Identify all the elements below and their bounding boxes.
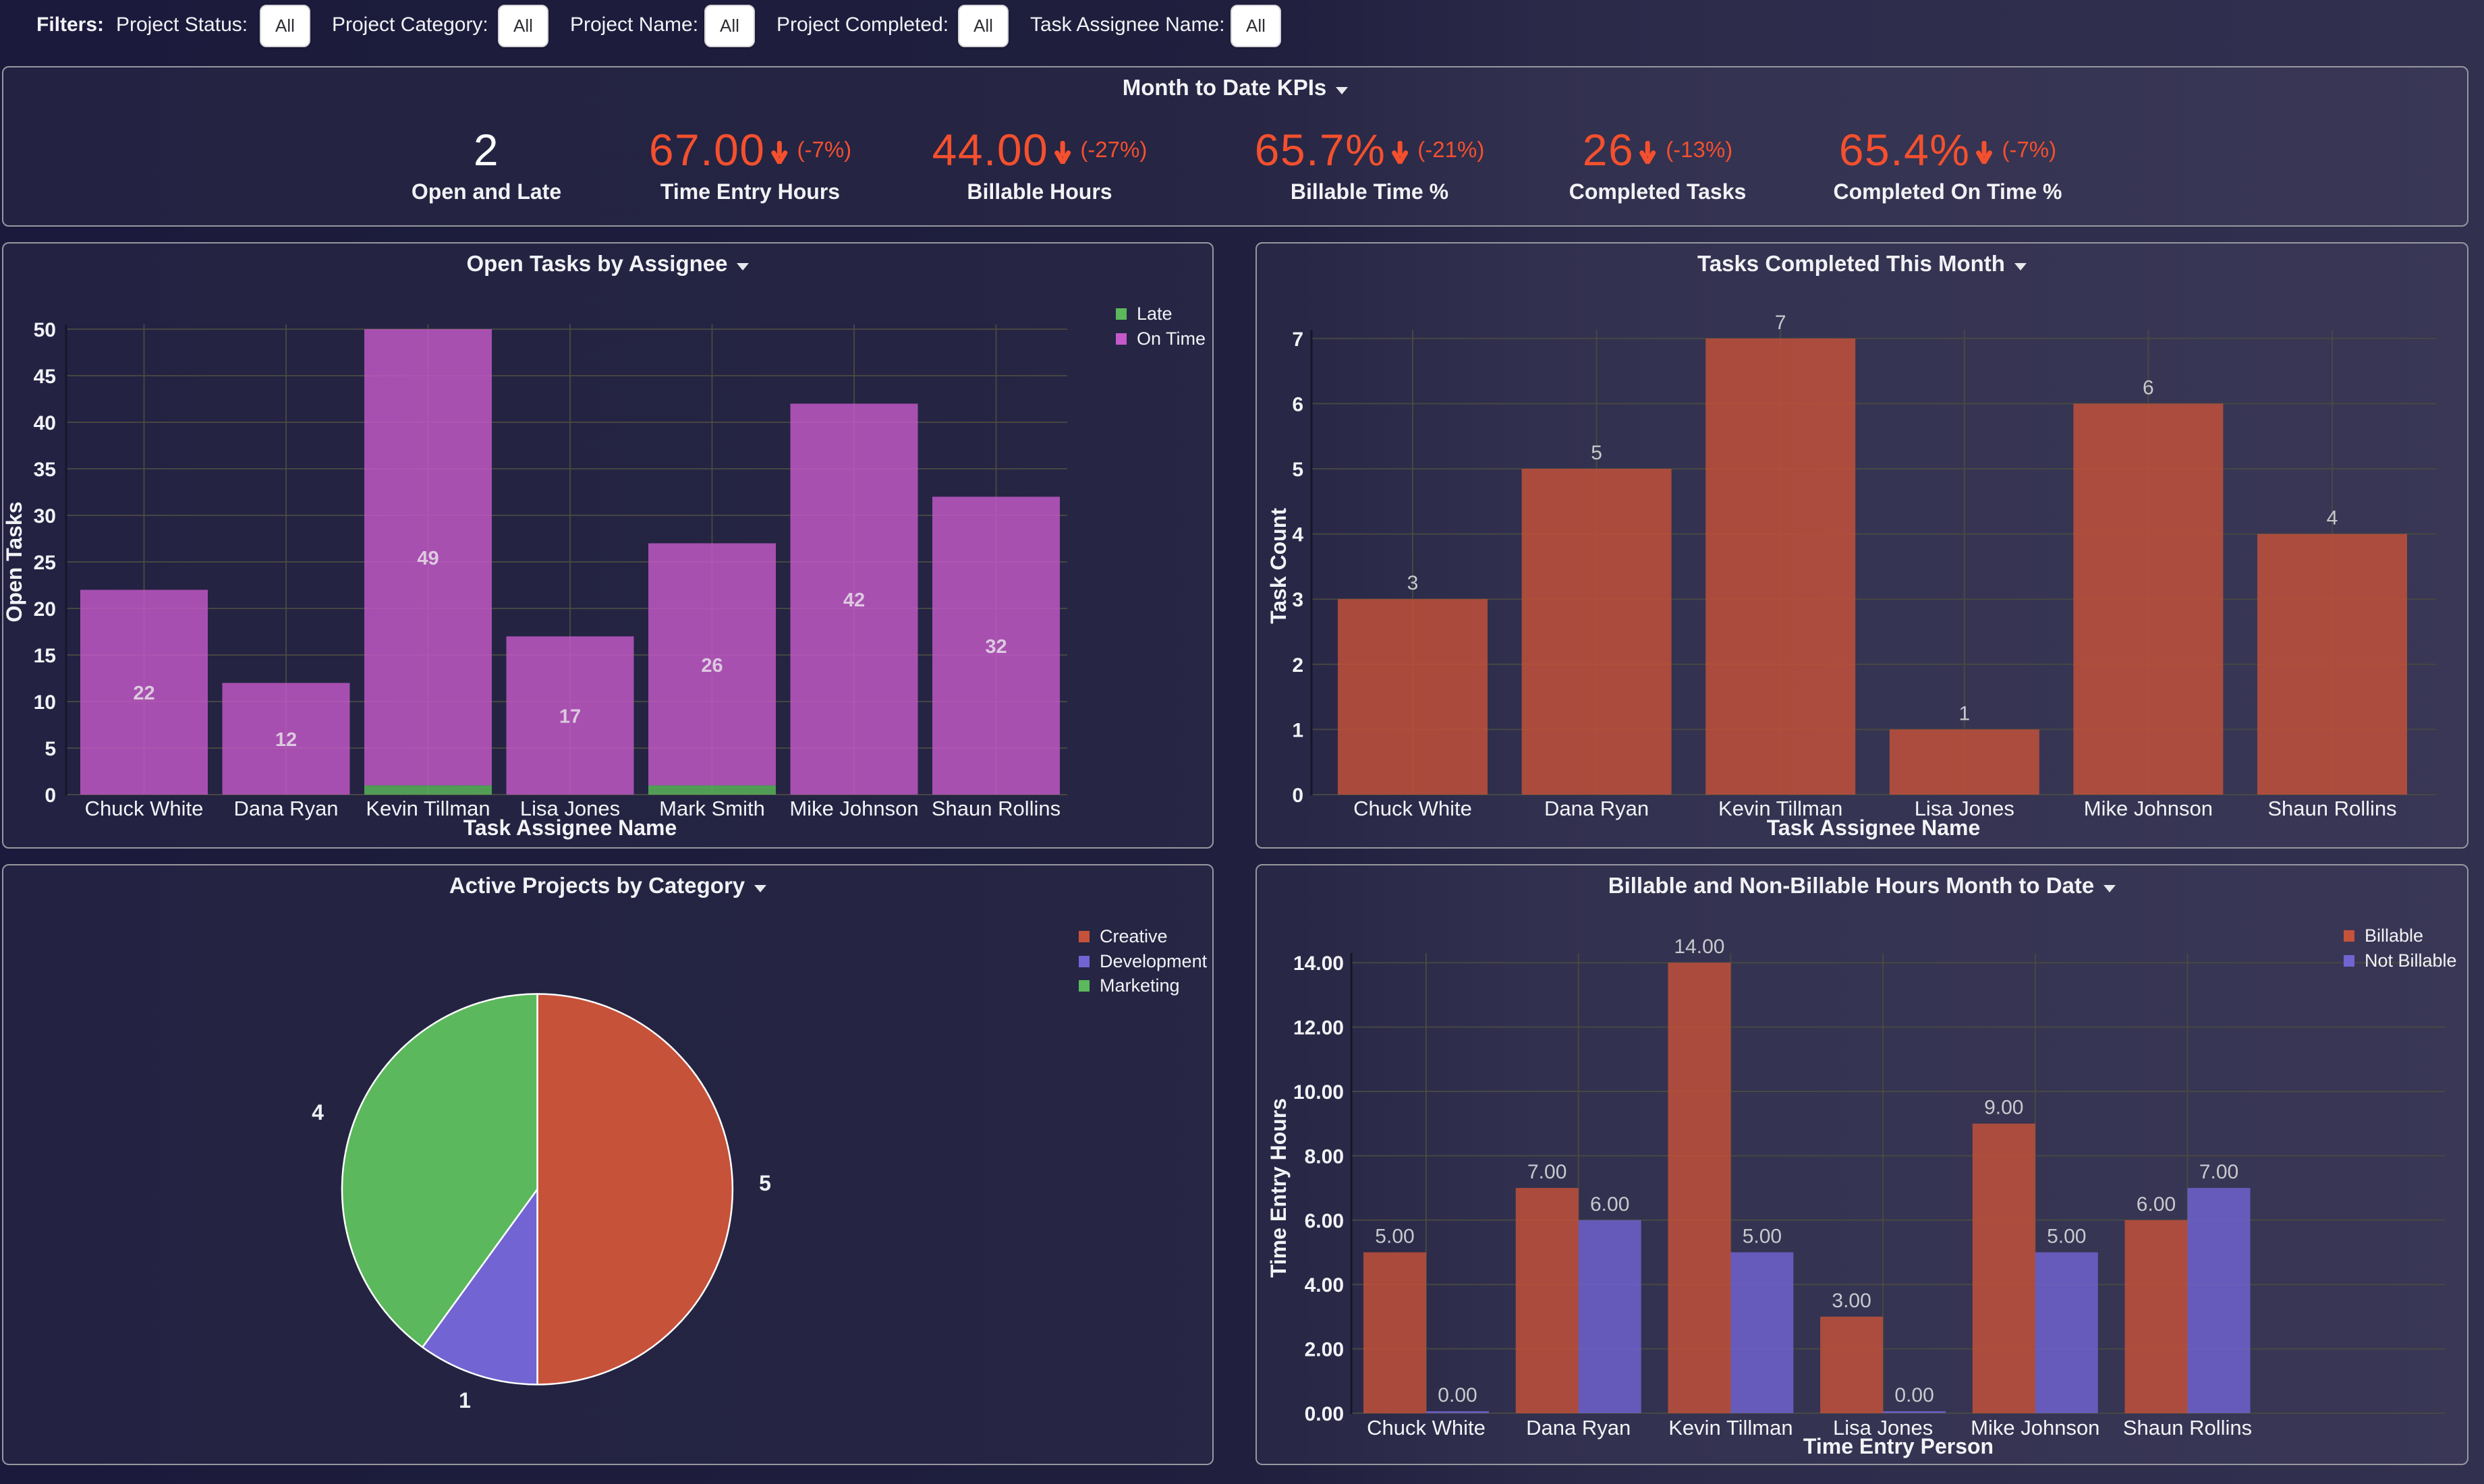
svg-text:42: 42 bbox=[843, 590, 865, 611]
svg-text:6: 6 bbox=[2143, 376, 2154, 399]
svg-text:5: 5 bbox=[1591, 442, 1602, 464]
svg-text:4: 4 bbox=[1292, 524, 1303, 546]
svg-text:45: 45 bbox=[34, 366, 56, 388]
svg-text:5.00: 5.00 bbox=[1743, 1226, 1782, 1248]
svg-text:7.00: 7.00 bbox=[1527, 1161, 1566, 1183]
svg-text:22: 22 bbox=[133, 683, 154, 704]
svg-text:1: 1 bbox=[1958, 702, 1970, 724]
svg-text:Time Entry Person: Time Entry Person bbox=[1803, 1434, 1994, 1458]
svg-text:30: 30 bbox=[34, 505, 56, 527]
svg-text:35: 35 bbox=[34, 459, 56, 481]
svg-text:17: 17 bbox=[559, 706, 581, 728]
svg-text:50: 50 bbox=[34, 319, 56, 341]
svg-text:Kevin Tillman: Kevin Tillman bbox=[1718, 797, 1842, 820]
svg-text:3: 3 bbox=[1407, 572, 1419, 594]
svg-text:3.00: 3.00 bbox=[1832, 1290, 1871, 1312]
svg-text:Chuck White: Chuck White bbox=[85, 797, 204, 820]
svg-text:14.00: 14.00 bbox=[1293, 952, 1344, 975]
svg-text:7.00: 7.00 bbox=[2199, 1161, 2238, 1183]
svg-text:10: 10 bbox=[34, 691, 56, 714]
svg-text:26: 26 bbox=[701, 655, 723, 677]
svg-text:10.00: 10.00 bbox=[1293, 1081, 1344, 1104]
svg-text:9.00: 9.00 bbox=[1984, 1097, 2023, 1119]
svg-text:0.00: 0.00 bbox=[1305, 1403, 1344, 1425]
svg-text:0.00: 0.00 bbox=[1894, 1384, 1933, 1406]
svg-text:7: 7 bbox=[1292, 329, 1303, 351]
svg-text:0: 0 bbox=[1292, 784, 1303, 807]
svg-text:1: 1 bbox=[1292, 719, 1303, 741]
svg-text:Chuck White: Chuck White bbox=[1367, 1416, 1486, 1439]
svg-text:Time Entry Hours: Time Entry Hours bbox=[1266, 1098, 1291, 1278]
svg-text:12: 12 bbox=[275, 729, 297, 751]
svg-text:5.00: 5.00 bbox=[2047, 1226, 2086, 1248]
svg-text:5: 5 bbox=[45, 738, 56, 760]
svg-text:Mike Johnson: Mike Johnson bbox=[2084, 797, 2213, 820]
svg-text:Mike Johnson: Mike Johnson bbox=[1971, 1416, 2099, 1439]
svg-text:Shaun Rollins: Shaun Rollins bbox=[2123, 1416, 2252, 1439]
svg-text:0.00: 0.00 bbox=[1438, 1384, 1477, 1406]
svg-text:5.00: 5.00 bbox=[1375, 1226, 1414, 1248]
svg-text:14.00: 14.00 bbox=[1674, 936, 1724, 958]
svg-text:Mark Smith: Mark Smith bbox=[659, 797, 765, 820]
svg-text:4: 4 bbox=[312, 1100, 324, 1124]
svg-text:Task Assignee Name: Task Assignee Name bbox=[463, 816, 677, 840]
svg-text:Shaun Rollins: Shaun Rollins bbox=[2267, 797, 2396, 820]
svg-text:3: 3 bbox=[1292, 589, 1303, 611]
svg-text:Chuck White: Chuck White bbox=[1353, 797, 1472, 820]
svg-text:12.00: 12.00 bbox=[1293, 1017, 1344, 1039]
svg-text:40: 40 bbox=[34, 412, 56, 434]
svg-text:32: 32 bbox=[985, 636, 1007, 658]
svg-text:6.00: 6.00 bbox=[1305, 1210, 1344, 1232]
svg-text:1: 1 bbox=[459, 1388, 471, 1412]
svg-text:Lisa Jones: Lisa Jones bbox=[1915, 797, 2014, 820]
svg-text:5: 5 bbox=[1292, 459, 1303, 481]
svg-text:7: 7 bbox=[1775, 312, 1786, 334]
svg-text:20: 20 bbox=[34, 598, 56, 621]
svg-text:8.00: 8.00 bbox=[1305, 1145, 1344, 1168]
svg-text:Mike Johnson: Mike Johnson bbox=[789, 797, 918, 820]
svg-text:6.00: 6.00 bbox=[2137, 1193, 2176, 1216]
svg-text:Open Tasks: Open Tasks bbox=[3, 501, 26, 622]
svg-text:Lisa Jones: Lisa Jones bbox=[1833, 1416, 1933, 1439]
svg-text:5: 5 bbox=[759, 1171, 771, 1195]
svg-text:Task Count: Task Count bbox=[1266, 508, 1291, 624]
svg-text:Lisa Jones: Lisa Jones bbox=[520, 797, 620, 820]
svg-text:4: 4 bbox=[2327, 507, 2338, 530]
svg-text:6: 6 bbox=[1292, 393, 1303, 416]
svg-text:Dana Ryan: Dana Ryan bbox=[233, 797, 338, 820]
svg-text:Dana Ryan: Dana Ryan bbox=[1544, 797, 1649, 820]
svg-text:2: 2 bbox=[1292, 654, 1303, 677]
svg-text:Dana Ryan: Dana Ryan bbox=[1526, 1416, 1631, 1439]
svg-text:Kevin Tillman: Kevin Tillman bbox=[1668, 1416, 1793, 1439]
svg-text:25: 25 bbox=[34, 552, 56, 574]
svg-text:4.00: 4.00 bbox=[1305, 1274, 1344, 1296]
svg-text:49: 49 bbox=[417, 548, 439, 569]
svg-text:15: 15 bbox=[34, 645, 56, 667]
svg-text:6.00: 6.00 bbox=[1590, 1193, 1629, 1216]
svg-text:Shaun Rollins: Shaun Rollins bbox=[932, 797, 1061, 820]
svg-text:2.00: 2.00 bbox=[1305, 1339, 1344, 1361]
svg-text:0: 0 bbox=[45, 784, 56, 807]
svg-text:Kevin Tillman: Kevin Tillman bbox=[366, 797, 490, 820]
svg-text:Task Assignee Name: Task Assignee Name bbox=[1767, 816, 1981, 840]
